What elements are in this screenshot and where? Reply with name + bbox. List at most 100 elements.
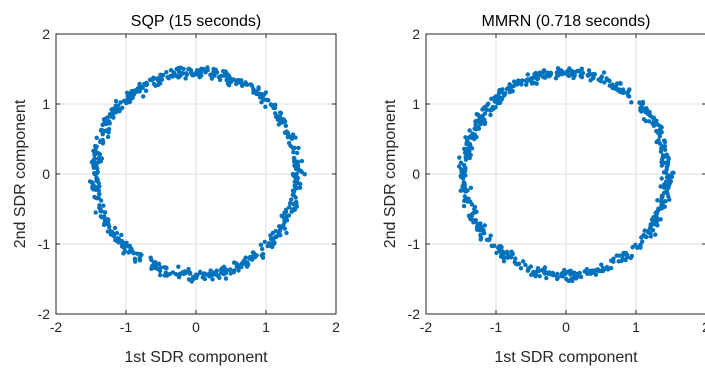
scatter-point (523, 262, 528, 268)
scatter-point (293, 185, 298, 191)
scatter-point (280, 118, 285, 123)
scatter-point (260, 255, 266, 260)
scatter-point (249, 83, 255, 88)
scatter-point (621, 90, 626, 95)
scatter-point (228, 271, 233, 276)
scatter-point (275, 233, 281, 238)
scatter-point (245, 260, 250, 265)
scatter-point (236, 264, 241, 269)
scatter-panel-sqp: SQP (15 seconds) -2 -1 0 1 2 -2 -1 0 1 2… (12, 13, 340, 366)
scatter-point (664, 153, 670, 158)
scatter-point (144, 80, 149, 86)
scatter-point (106, 224, 112, 230)
scatter-point (294, 201, 299, 206)
scatter-point (651, 115, 657, 121)
scatter-point (553, 76, 559, 81)
scatter-point (273, 102, 278, 108)
scatter-point (151, 265, 157, 270)
scatter-point (210, 272, 215, 278)
scatter-point (585, 72, 590, 78)
scatter-point (665, 162, 671, 167)
scatter-point (497, 246, 502, 251)
data-points (456, 66, 676, 284)
scatter-point (671, 170, 676, 176)
scatter-point (471, 135, 476, 140)
scatter-point (150, 76, 156, 82)
scatter-point (201, 66, 206, 72)
scatter-point (287, 204, 292, 210)
scatter-point (482, 105, 487, 110)
scatter-point (647, 226, 653, 231)
scatter-point (292, 145, 297, 150)
scatter-point (463, 173, 468, 178)
scatter-point (250, 254, 256, 260)
scatter-point (186, 266, 191, 272)
scatter-point (515, 262, 520, 267)
scatter-point (629, 253, 635, 259)
y-tick-label: -2 (38, 306, 51, 322)
scatter-point (650, 221, 655, 226)
tick-marks (55, 33, 337, 315)
scatter-point (655, 223, 660, 228)
scatter-point (482, 223, 487, 228)
scatter-point (567, 66, 572, 71)
x-axis-label: 1st SDR component (124, 349, 268, 366)
scatter-point (653, 232, 658, 237)
scatter-point (572, 272, 578, 278)
scatter-point (544, 275, 549, 281)
scatter-point (217, 77, 223, 83)
scatter-point (140, 85, 145, 91)
scatter-point (458, 160, 464, 165)
scatter-point (151, 81, 157, 87)
scatter-point (488, 233, 493, 238)
scatter-point (613, 86, 618, 91)
scatter-point (286, 213, 292, 218)
scatter-point (645, 109, 650, 114)
scatter-point (117, 108, 122, 114)
x-tick-label: 2 (332, 319, 340, 335)
scatter-point (228, 267, 233, 272)
y-tick-label: 1 (42, 96, 50, 112)
scatter-point (100, 122, 105, 128)
scatter-point (208, 268, 213, 273)
scatter-point (662, 138, 667, 143)
scatter-point (98, 138, 103, 144)
scatter-point (133, 88, 139, 93)
scatter-point (480, 120, 485, 125)
chart-title: SQP (15 seconds) (131, 13, 261, 30)
scatter-point (667, 182, 672, 187)
scatter-point (186, 66, 191, 72)
scatter-point (661, 154, 666, 160)
scatter-point (118, 100, 123, 105)
scatter-point (282, 130, 288, 135)
scatter-point (100, 132, 105, 137)
scatter-point (457, 155, 462, 160)
scatter-point (97, 152, 103, 157)
scatter-point (639, 239, 645, 244)
scatter-point (590, 76, 596, 81)
scatter-point (136, 84, 142, 90)
scatter-point (198, 70, 204, 75)
scatter-point (629, 100, 634, 105)
scatter-point (138, 252, 144, 258)
scatter-point (570, 278, 575, 284)
scatter-point (571, 75, 576, 81)
scatter-point (96, 195, 101, 201)
x-tick-label: 2 (702, 319, 705, 335)
scatter-point (271, 240, 277, 245)
scatter-point (648, 234, 654, 239)
scatter-point (203, 70, 208, 75)
scatter-point (286, 140, 292, 146)
scatter-point (92, 149, 97, 155)
scatter-point (511, 79, 517, 84)
scatter-point (124, 97, 130, 103)
scatter-point (491, 95, 497, 101)
scatter-point (518, 265, 524, 271)
scatter-point (550, 270, 555, 276)
scatter-point (466, 213, 472, 218)
scatter-point (112, 225, 118, 231)
scatter-point (206, 271, 212, 277)
scatter-point (510, 251, 515, 257)
scatter-point (105, 134, 111, 140)
